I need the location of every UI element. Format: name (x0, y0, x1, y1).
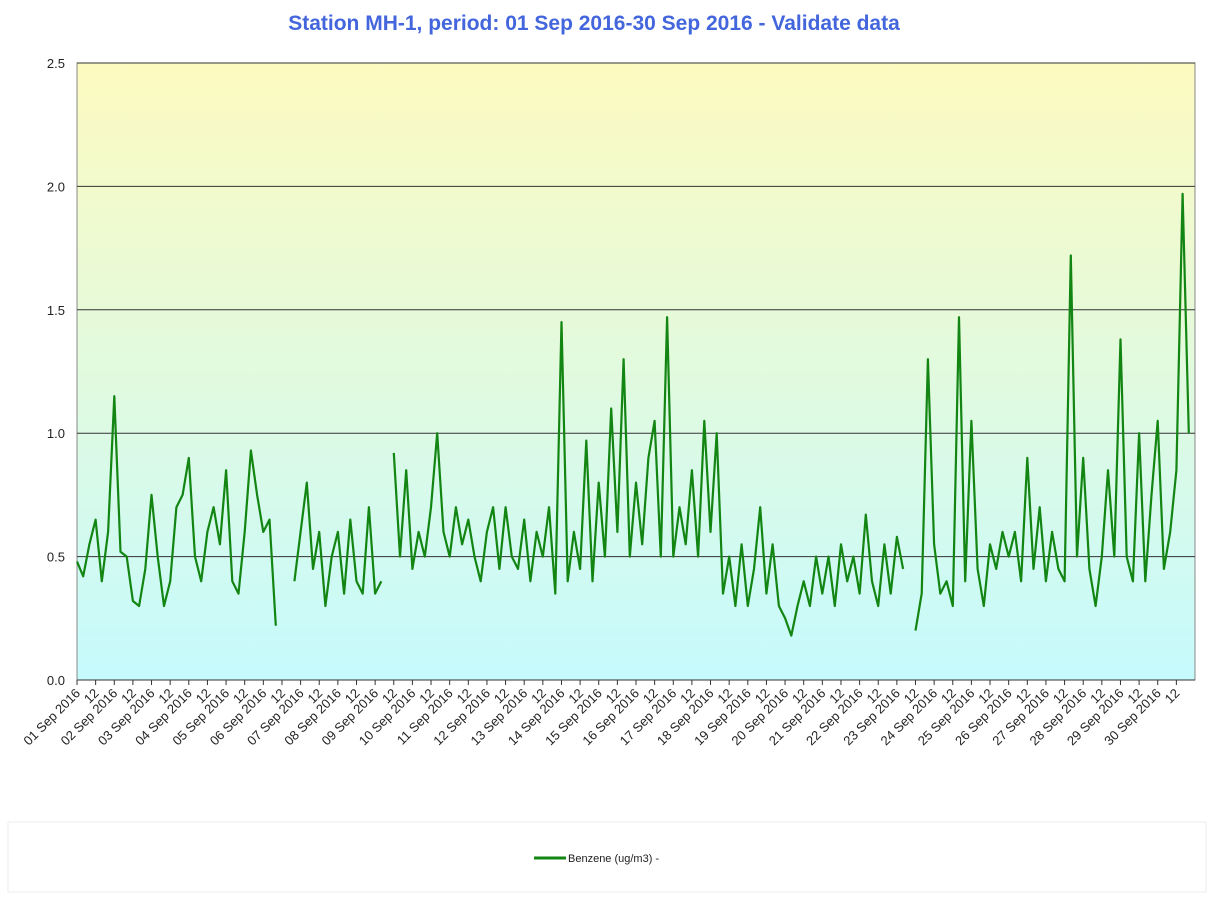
data-line (75, 192, 1190, 637)
y-tick-label: 2.5 (47, 56, 65, 71)
y-tick-label: 2.0 (47, 179, 65, 194)
plot-area (76, 62, 1196, 681)
chart-title: Station MH-1, period: 01 Sep 2016-30 Sep… (288, 12, 900, 35)
y-tick-label: 1.0 (47, 426, 65, 441)
legend-label: Benzene (ug/m3) - (568, 853, 659, 865)
y-tick-label: 1.5 (47, 303, 65, 318)
x-tick-label: 12 (1162, 686, 1183, 707)
y-tick-label: 0.0 (47, 673, 65, 688)
y-tick-label: 0.5 (47, 550, 65, 565)
legend-box (7, 821, 1207, 893)
